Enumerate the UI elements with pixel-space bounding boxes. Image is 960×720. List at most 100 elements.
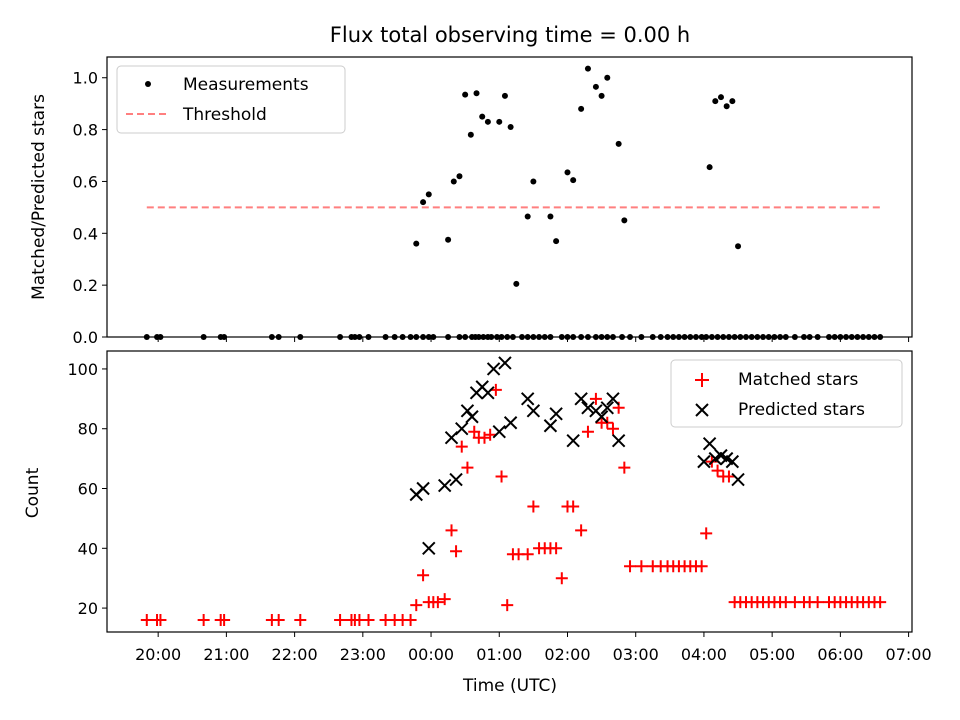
legend-matched-marker — [695, 373, 709, 387]
x-tick-label: 22:00 — [272, 645, 318, 664]
matched-star-point — [334, 614, 347, 627]
measurement-point — [413, 240, 420, 247]
matched-star-point — [417, 569, 430, 582]
matched-star-point — [218, 614, 231, 627]
matched-star-point — [445, 524, 458, 537]
x-tick-label: 05:00 — [749, 645, 795, 664]
legend-matched-label: Matched stars — [738, 370, 858, 390]
predicted-star-point — [422, 541, 436, 556]
legend-threshold-label: Threshold — [182, 105, 267, 125]
matched-star-point — [484, 428, 497, 441]
measurement-point — [425, 191, 432, 198]
matched-star-point — [450, 545, 463, 558]
predicted-star-point — [543, 419, 558, 433]
matched-star-point — [711, 464, 724, 477]
matched-star-point — [521, 548, 534, 561]
predicted-star-point — [697, 454, 711, 469]
measurement-point — [564, 169, 571, 176]
matched-star-point — [635, 560, 648, 573]
top-y-tick-label: 0.8 — [73, 121, 98, 140]
bottom-legend: Matched stars Predicted stars — [670, 359, 903, 428]
measurement-point — [530, 178, 537, 185]
predicted-star-point — [566, 433, 580, 448]
predicted-star-point — [549, 407, 563, 421]
x-tick-label: 07:00 — [886, 645, 932, 664]
predicted-star-point — [731, 472, 745, 487]
predicted-star-point — [486, 362, 501, 376]
count-points — [140, 356, 887, 627]
predicted-star-point — [498, 356, 512, 370]
matched-star-point — [461, 461, 474, 474]
measurement-point — [547, 213, 554, 220]
measurement-point — [553, 238, 560, 245]
x-axis-label: Time (UTC) — [462, 676, 557, 696]
matched-star-point — [404, 614, 417, 627]
measurement-point — [615, 140, 622, 147]
legend-predicted-label: Predicted stars — [738, 400, 865, 420]
x-tick-label: 20:00 — [135, 645, 181, 664]
top-panel: 0.0 0.2 0.4 0.6 0.8 1.0 Matched/Predicted sta… — [29, 56, 913, 347]
matched-star-point — [624, 560, 637, 573]
predicted-star-point — [460, 404, 475, 418]
predicted-star-point — [465, 410, 479, 424]
bottom-y-tick-label: 20 — [78, 599, 98, 618]
bottom-panel: 20:00 21:00 22:00 23:00 00:00 01:00 02:00 03:00… — [23, 350, 932, 696]
legend-measurements-marker — [145, 81, 151, 87]
predicted-star-point — [526, 404, 541, 418]
x-tick-label: 02:00 — [544, 645, 590, 664]
measurement-point — [592, 83, 599, 90]
top-y-tick-label: 0.4 — [73, 224, 98, 243]
measurement-point — [445, 236, 452, 243]
bottom-plot-frame — [106, 350, 913, 633]
predicted-star-point — [503, 416, 518, 430]
matched-star-point — [550, 542, 563, 555]
matched-star-point — [197, 614, 210, 627]
matched-star-point — [272, 614, 285, 627]
measurement-point — [598, 92, 605, 99]
predicted-star-point — [600, 401, 614, 415]
predicted-star-point — [581, 401, 595, 415]
predicted-star-point — [574, 392, 588, 406]
matched-star-point — [438, 593, 451, 606]
top-legend-box — [116, 65, 346, 134]
measurement-point — [604, 74, 611, 81]
predicted-star-point — [702, 436, 717, 451]
measurement-point — [462, 91, 469, 98]
measurement-point — [524, 213, 531, 220]
chart-title: Flux total observing time = 0.00 h — [330, 23, 690, 47]
top-plot-frame — [106, 56, 913, 338]
measurement-point — [578, 105, 585, 112]
top-y-tick-label: 1.0 — [73, 69, 98, 88]
x-tick-label: 04:00 — [681, 645, 727, 664]
predicted-star-point — [455, 422, 469, 436]
predicted-star-point — [611, 433, 626, 448]
top-y-tick-label: 0.0 — [73, 328, 98, 347]
measurement-point — [450, 178, 457, 185]
bottom-y-tick-label: 80 — [78, 420, 98, 439]
measurement-point — [507, 124, 514, 130]
legend-predicted-marker — [695, 403, 709, 417]
matched-star-point — [154, 614, 167, 627]
predicted-star-point — [416, 481, 430, 496]
matched-star-point — [431, 596, 444, 609]
top-y-axis-label: Matched/Predicted stars — [29, 94, 49, 300]
predicted-star-point — [725, 454, 740, 469]
x-tick-label: 21:00 — [203, 645, 249, 664]
measurement-point — [621, 217, 628, 224]
predicted-star-point — [437, 478, 452, 493]
predicted-star-point — [481, 386, 495, 400]
measurement-point — [570, 177, 577, 184]
top-y-tick-label: 0.6 — [73, 172, 98, 191]
measurement-point — [456, 173, 463, 180]
matched-star-point — [700, 527, 713, 540]
predicted-star-point — [606, 392, 620, 406]
x-tick-label: 06:00 — [817, 645, 863, 664]
measurement-point — [467, 131, 474, 138]
matched-star-point — [501, 599, 514, 612]
matched-star-point — [495, 470, 508, 483]
matched-star-point — [811, 596, 824, 609]
matched-star-point — [581, 425, 594, 438]
matched-star-point — [478, 431, 491, 444]
measurement-point — [513, 280, 520, 287]
